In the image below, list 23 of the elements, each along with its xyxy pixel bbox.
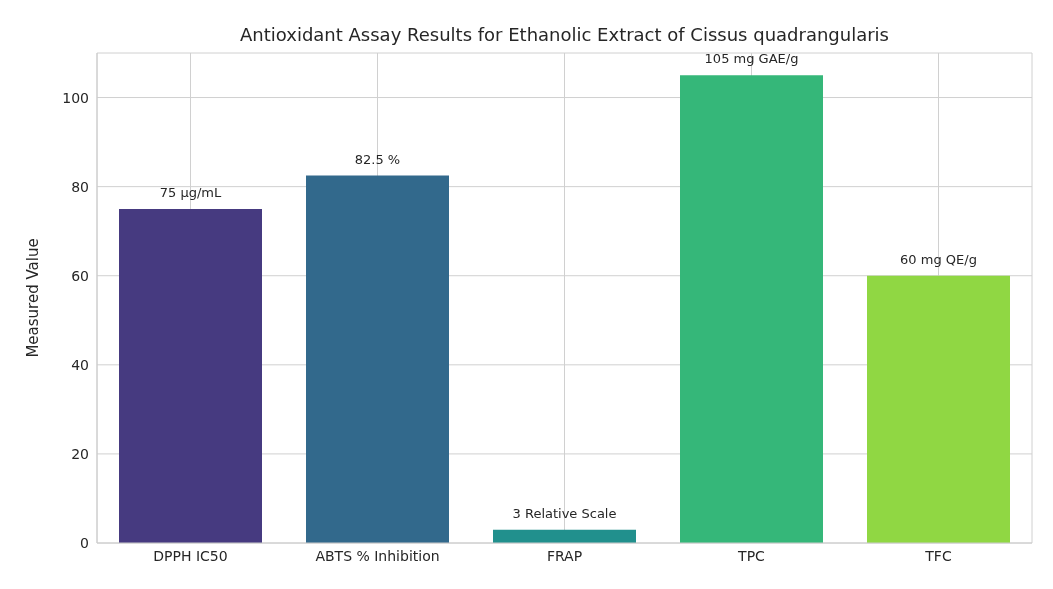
bar bbox=[306, 175, 449, 543]
x-tick-label: DPPH IC50 bbox=[153, 547, 228, 564]
y-tick-label: 80 bbox=[71, 178, 89, 195]
bar bbox=[493, 529, 636, 543]
data-label: 60 mg QE/g bbox=[900, 251, 977, 267]
bar bbox=[119, 208, 262, 543]
data-label: 105 mg GAE/g bbox=[704, 51, 799, 67]
data-label: 82.5 % bbox=[354, 151, 401, 167]
x-tick-label: TFC bbox=[924, 547, 952, 564]
bar bbox=[867, 275, 1010, 543]
data-label: 75 µg/mL bbox=[159, 184, 222, 200]
y-tick-label: 0 bbox=[80, 534, 89, 551]
data-label: 3 Relative Scale bbox=[512, 505, 617, 521]
x-tick-label: FRAP bbox=[546, 547, 583, 564]
x-tick-label: TPC bbox=[737, 547, 766, 564]
y-tick-label: 20 bbox=[71, 445, 89, 462]
y-axis-title: Measured Value bbox=[24, 238, 43, 358]
bar bbox=[680, 75, 823, 543]
y-tick-label: 40 bbox=[71, 356, 89, 373]
y-tick-label: 100 bbox=[62, 89, 89, 106]
x-tick-label: ABTS % Inhibition bbox=[315, 547, 440, 564]
y-tick-label: 60 bbox=[71, 267, 89, 284]
chart-title: Antioxidant Assay Results for Ethanolic Extract of Cissus quadrangularis bbox=[239, 24, 890, 45]
